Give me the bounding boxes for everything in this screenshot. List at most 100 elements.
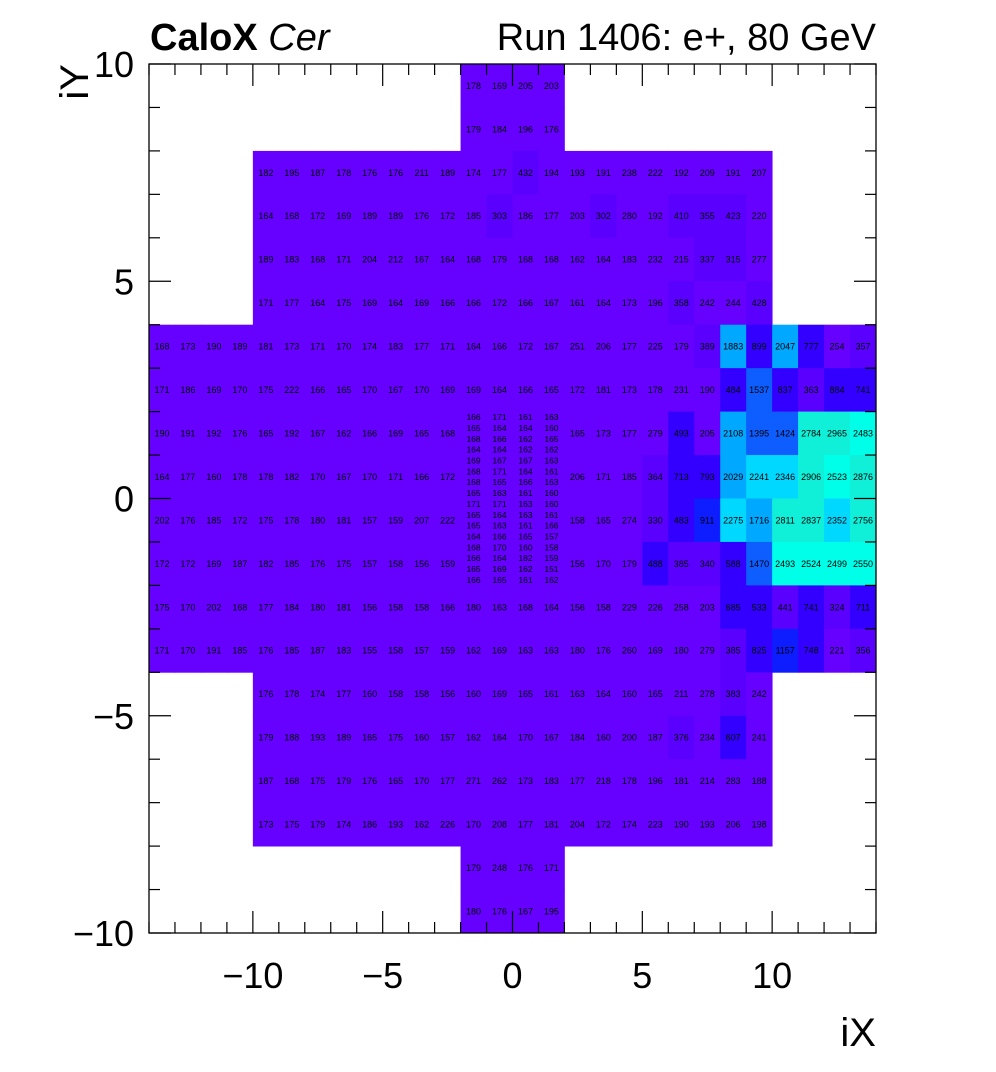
fine-cell-value-label: 164 xyxy=(492,445,506,455)
cell-value-label: 357 xyxy=(856,342,871,352)
cell-value-label: 170 xyxy=(180,646,195,656)
heatmap-cell xyxy=(252,628,280,673)
heatmap-cell xyxy=(564,237,591,282)
cell-value-label: 165 xyxy=(518,689,533,699)
cell-value-label: 172 xyxy=(440,211,455,221)
heatmap-cell xyxy=(330,368,358,412)
cell-value-label: 187 xyxy=(258,776,273,786)
cell-value-label: 181 xyxy=(336,515,351,525)
cell-value-label: 167 xyxy=(518,906,533,916)
cell-value-label: 279 xyxy=(648,428,663,438)
cell-value-label: 218 xyxy=(596,776,611,786)
heatmap-cell xyxy=(694,541,721,586)
heatmap-cell xyxy=(564,759,591,804)
cell-value-label: 2483 xyxy=(853,428,873,438)
cell-value-label: 160 xyxy=(206,472,221,482)
heatmap-cell xyxy=(720,455,747,499)
title-left: CaloX Cer xyxy=(150,16,330,60)
heatmap-cell xyxy=(642,672,669,717)
heatmap-cell xyxy=(460,846,487,890)
cell-value-label: 184 xyxy=(570,733,585,743)
heatmap-cell xyxy=(174,455,202,499)
cell-value-label: 176 xyxy=(232,428,247,438)
cell-value-label: 1883 xyxy=(723,342,743,352)
y-tick-label: 5 xyxy=(114,261,134,302)
heatmap-cell xyxy=(512,150,539,195)
heatmap-cell xyxy=(720,759,747,804)
heatmap-cell xyxy=(798,324,825,369)
heatmap-cell xyxy=(252,585,280,630)
heatmap-cell xyxy=(668,237,695,282)
heatmap-cell xyxy=(304,585,332,630)
heatmap-cell xyxy=(486,107,513,152)
cell-value-label: 274 xyxy=(622,515,637,525)
heatmap-cell xyxy=(746,759,773,804)
heatmap-cell xyxy=(668,498,695,543)
heatmap-cell xyxy=(642,715,669,760)
cell-value-label: 220 xyxy=(752,211,767,221)
cell-value-label: 1716 xyxy=(749,515,769,525)
heatmap-cell xyxy=(538,802,565,847)
heatmap-cell xyxy=(408,802,436,847)
heatmap-cell xyxy=(174,628,202,673)
heatmap-cell xyxy=(382,237,410,282)
cell-value-label: 271 xyxy=(466,776,481,786)
heatmap-cell xyxy=(486,64,513,108)
heatmap-cell xyxy=(590,628,617,673)
fine-cell-value-label: 168 xyxy=(466,434,480,444)
heatmap-cell xyxy=(668,368,695,412)
cell-value-label: 179 xyxy=(258,733,273,743)
heatmap-cell xyxy=(304,368,332,412)
fine-cell-value-label: 165 xyxy=(466,510,480,520)
heatmap-cell xyxy=(408,281,436,326)
cell-value-label: 258 xyxy=(674,602,689,612)
heatmap-cell xyxy=(694,150,721,195)
cell-value-label: 174 xyxy=(362,342,377,352)
cell-value-label: 167 xyxy=(310,428,325,438)
cell-value-label: 2493 xyxy=(775,559,795,569)
cell-value-label: 278 xyxy=(700,689,715,699)
cell-value-label: 174 xyxy=(310,689,325,699)
cell-value-label: 173 xyxy=(258,820,273,830)
cell-value-label: 177 xyxy=(518,820,533,830)
cell-value-label: 221 xyxy=(830,646,845,656)
heatmap-cell xyxy=(694,281,721,326)
cell-value-label: 242 xyxy=(700,298,715,308)
heatmap-cell xyxy=(512,455,539,499)
heatmap-cell xyxy=(486,368,513,412)
cell-value-label: 202 xyxy=(154,515,169,525)
heatmap-cell xyxy=(330,585,358,630)
heatmap-cell xyxy=(408,759,436,804)
heatmap-cell xyxy=(512,759,539,804)
heatmap-cell xyxy=(850,455,877,499)
cell-value-label: 195 xyxy=(544,906,559,916)
cell-value-label: 165 xyxy=(258,428,273,438)
heatmap-cell xyxy=(460,455,487,499)
fine-cell-value-label: 161 xyxy=(518,575,532,585)
heatmap-cell xyxy=(278,498,306,543)
heatmap-cell xyxy=(486,281,513,326)
heatmap-cell xyxy=(174,411,202,456)
cell-value-label: 165 xyxy=(388,776,403,786)
heatmap-cell xyxy=(304,672,332,717)
cell-value-label: 186 xyxy=(518,211,533,221)
cell-value-label: 229 xyxy=(622,602,637,612)
title-run-info: Run 1406: e+, 80 GeV xyxy=(496,17,876,59)
heatmap-cell xyxy=(460,368,487,412)
fine-cell-value-label: 165 xyxy=(466,564,480,574)
cell-value-label: 177 xyxy=(258,602,273,612)
fine-cell-value-label: 163 xyxy=(492,488,506,498)
heatmap-cell xyxy=(460,889,487,934)
heatmap-cell xyxy=(486,802,513,847)
cell-value-label: 164 xyxy=(492,733,507,743)
heatmap-cell xyxy=(252,498,280,543)
fine-cell-value-label: 171 xyxy=(492,412,506,422)
cell-value-label: 183 xyxy=(336,646,351,656)
cell-value-label: 164 xyxy=(154,472,169,482)
heatmap-cell xyxy=(512,715,539,760)
cell-value-label: 179 xyxy=(336,776,351,786)
fine-cell-value-label: 151 xyxy=(544,564,558,574)
cell-value-label: 168 xyxy=(232,602,247,612)
cell-value-label: 176 xyxy=(414,211,429,221)
heatmap-cell xyxy=(538,498,565,543)
